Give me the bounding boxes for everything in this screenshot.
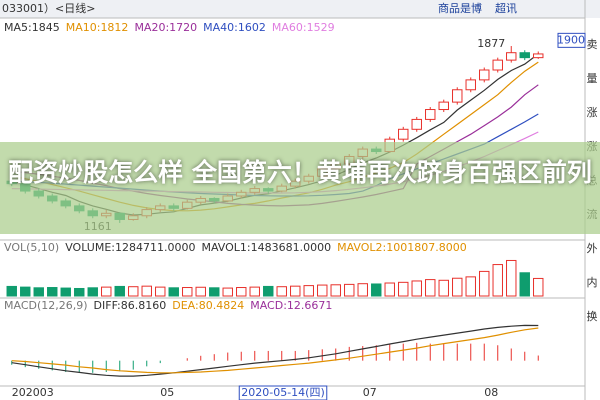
- volume-bar: [182, 287, 193, 297]
- candle-body: [452, 89, 463, 103]
- volume-bar: [384, 282, 395, 297]
- volume-bar: [249, 286, 260, 297]
- volume-bar: [74, 287, 85, 297]
- volume-bar: [344, 283, 355, 297]
- volume-bar: [6, 285, 17, 297]
- legend-entry: MACD:12.6671: [250, 299, 332, 312]
- legend-entry: MACD(12,26,9): [4, 299, 88, 312]
- volume-bar: [101, 286, 112, 297]
- volume-bar: [236, 287, 247, 297]
- candle-body: [479, 69, 490, 81]
- sidebar-label: 卖: [587, 38, 598, 51]
- volume-bar: [479, 270, 490, 297]
- banner-title: 配资炒股怎么样 全国第六！黄埔再次跻身百强区前列: [0, 142, 600, 234]
- volume-bar: [452, 277, 463, 297]
- candle-body: [533, 53, 544, 59]
- volume-bar: [168, 287, 179, 297]
- volume-bar: [317, 284, 328, 297]
- volume-bar: [155, 286, 166, 297]
- volume-bar: [371, 283, 382, 297]
- volume-bar: [303, 285, 314, 297]
- legend-entry: DIFF:86.8160: [94, 299, 167, 312]
- legend-entry: MA20:1720: [134, 21, 197, 34]
- legend-entry: MA5:1845: [4, 21, 60, 34]
- volume-bar: [87, 287, 98, 297]
- x-cursor-box: [238, 385, 328, 400]
- volume-bar: [411, 280, 422, 297]
- volume-bar: [330, 284, 341, 297]
- annotation: 1877: [477, 37, 505, 50]
- x-tick-label: 2020-05-14(四): [241, 386, 325, 399]
- sidebar-label: 换: [587, 309, 598, 323]
- sidebar-label: 内: [587, 275, 598, 289]
- volume-bar: [114, 285, 125, 297]
- volume-bar: [398, 281, 409, 297]
- sidebar-label: 外: [587, 242, 598, 255]
- candle-body: [506, 52, 517, 61]
- x-tick-label: 05: [160, 386, 174, 399]
- volume-bar: [141, 285, 152, 297]
- y-tick-box: [557, 32, 586, 48]
- legend-entry: MAVOL2:1001807.8000: [337, 241, 467, 254]
- candle-body: [425, 109, 436, 120]
- candle-body: [411, 118, 422, 130]
- legend-entry: VOLUME:1284711.0000: [65, 241, 195, 254]
- volume-bar: [222, 287, 233, 297]
- volume-bar: [533, 277, 544, 297]
- header-bar: [0, 0, 600, 18]
- candle-body: [519, 52, 530, 59]
- volume-bar: [438, 279, 449, 297]
- header-menu[interactable]: 商品是博: [438, 1, 482, 15]
- candle-body: [465, 79, 476, 91]
- header-menu[interactable]: 超讯: [495, 1, 517, 15]
- volume-bar: [425, 279, 436, 297]
- legend-entry: VOL(5,10): [4, 241, 59, 254]
- y-tick-label: 1900: [557, 33, 585, 46]
- volume-bar: [519, 272, 530, 297]
- volume-bar: [492, 264, 503, 297]
- candle-body: [398, 128, 409, 140]
- volume-bar: [60, 287, 71, 297]
- sidebar-label: 量: [587, 72, 598, 85]
- volume-bar: [33, 287, 44, 297]
- volume-bar: [128, 286, 139, 297]
- volume-bar: [47, 287, 58, 297]
- legend-entry: MAVOL1:1483681.0000: [201, 241, 331, 254]
- volume-bar: [276, 286, 287, 297]
- x-tick-label: 08: [484, 386, 498, 399]
- sidebar-label: 涨: [587, 106, 598, 119]
- volume-bar: [195, 286, 206, 297]
- candle-body: [438, 101, 449, 111]
- diff-line: [11, 324, 539, 377]
- volume-bar: [506, 259, 517, 297]
- candle-body: [492, 59, 503, 71]
- x-tick-label: 202003: [12, 386, 54, 399]
- volume-bar: [290, 285, 301, 297]
- volume-bar: [209, 287, 220, 297]
- legend-entry: MA10:1812: [66, 21, 129, 34]
- volume-bar: [465, 276, 476, 297]
- header-code: 033001）<日线>: [2, 1, 95, 15]
- legend-entry: DEA:80.4824: [172, 299, 244, 312]
- legend-entry: MA60:1529: [272, 21, 335, 34]
- x-tick-label: 07: [363, 386, 377, 399]
- volume-bar: [20, 286, 31, 297]
- legend-entry: MA40:1602: [203, 21, 266, 34]
- dea-line: [11, 327, 539, 374]
- volume-bar: [263, 285, 274, 297]
- volume-bar: [357, 283, 368, 297]
